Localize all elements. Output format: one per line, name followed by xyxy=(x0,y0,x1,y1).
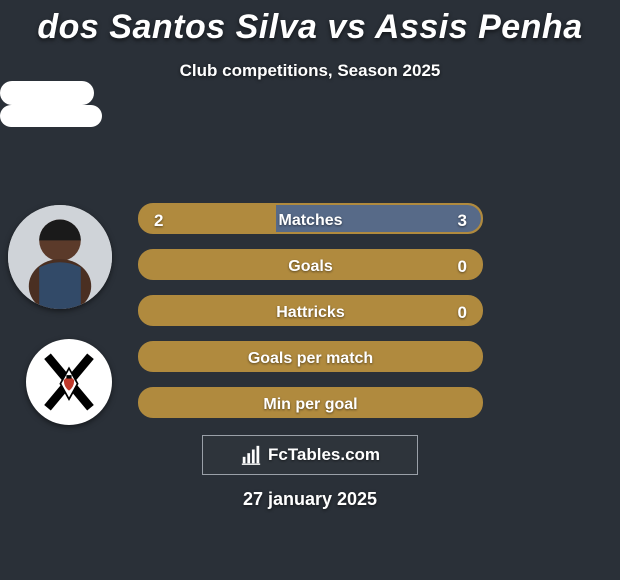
stat-label: Min per goal xyxy=(263,396,357,413)
stat-bar-row: Goals 0 xyxy=(138,249,483,280)
club-crest-icon xyxy=(26,339,112,425)
snapshot-date: 27 january 2025 xyxy=(0,489,620,510)
stat-label: Goals xyxy=(288,258,332,275)
player-right-club-badge xyxy=(0,105,102,127)
stat-bar-row: Matches 2 3 xyxy=(138,203,483,234)
player-left-club-badge xyxy=(26,339,112,425)
bar-chart-icon xyxy=(240,444,262,466)
stat-label: Goals per match xyxy=(248,350,373,367)
page-subtitle: Club competitions, Season 2025 xyxy=(0,61,620,81)
stat-bar-row: Min per goal xyxy=(138,387,483,418)
stat-label: Hattricks xyxy=(276,304,344,321)
stat-value-right: 0 xyxy=(458,251,467,280)
stat-bar-row: Goals per match xyxy=(138,341,483,372)
brand-text: FcTables.com xyxy=(268,445,380,465)
player-right-avatar xyxy=(0,81,94,105)
brand-attribution: FcTables.com xyxy=(202,435,418,475)
stat-value-right: 3 xyxy=(458,205,467,234)
stat-bars: Matches 2 3 Goals 0 Hattricks 0 Goals per match… xyxy=(138,203,483,433)
player-photo-icon xyxy=(8,205,112,309)
stat-label: Matches xyxy=(278,212,342,229)
player-left-avatar xyxy=(8,205,112,309)
stat-value-left: 2 xyxy=(154,205,163,234)
stat-bar-row: Hattricks 0 xyxy=(138,295,483,326)
page-title: dos Santos Silva vs Assis Penha xyxy=(0,0,620,47)
comparison-panel: Matches23Goals0Hattricks0Goals per match… xyxy=(0,81,620,127)
stat-value-right: 0 xyxy=(458,297,467,326)
